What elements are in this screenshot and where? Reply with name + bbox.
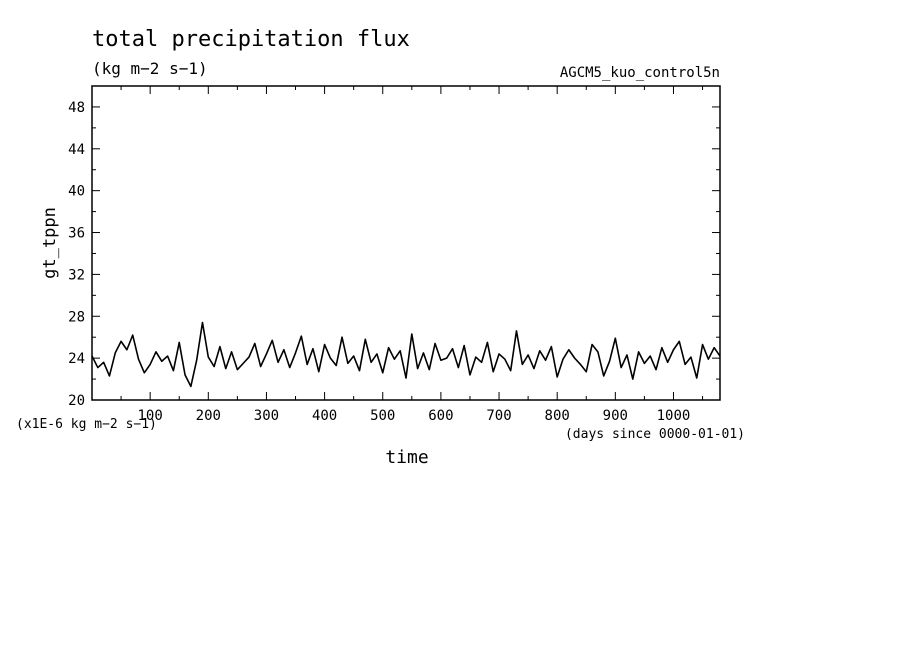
x-tick-label: 800 xyxy=(545,408,570,424)
chart-title: total precipitation flux xyxy=(92,27,410,52)
x-tick-label: 900 xyxy=(603,408,628,424)
x-tick-label: 100 xyxy=(137,408,162,424)
run-label: AGCM5_kuo_control5n xyxy=(560,65,720,81)
series-line-1 xyxy=(91,321,721,388)
y-axis: 20 24 28 32 36 40 44 48 xyxy=(68,100,720,409)
y-tick-label: 36 xyxy=(68,226,85,242)
x-tick-label: 700 xyxy=(486,408,511,424)
y-tick-label: 44 xyxy=(68,142,85,158)
x-tick-label: 300 xyxy=(254,408,279,424)
x-axis-label: time xyxy=(385,447,428,468)
y-tick-label: 32 xyxy=(68,267,85,283)
x-tick-label: 1000 xyxy=(657,408,691,424)
chart-subtitle: (kg m−2 s−1) xyxy=(92,59,208,78)
x-axis: 100 200 300 400 500 600 700 800 900 1000 xyxy=(120,86,704,424)
x-tick-label: 500 xyxy=(370,408,395,424)
x-tick-label: 400 xyxy=(312,408,337,424)
x-tick-label: 200 xyxy=(196,408,221,424)
y-axis-label: gt_tppn xyxy=(40,207,60,279)
y-scale-label: (x1E-6 kg m−2 s−1) xyxy=(16,417,157,432)
plot-frame xyxy=(91,85,721,401)
y-tick-label: 28 xyxy=(68,309,85,325)
y-tick-label: 48 xyxy=(68,100,85,116)
x-tick-label: 600 xyxy=(428,408,453,424)
y-tick-label: 24 xyxy=(68,351,85,367)
y-tick-label: 20 xyxy=(68,393,85,409)
series-layer xyxy=(91,321,721,388)
x-unit-label: (days since 0000-01-01) xyxy=(565,427,745,442)
y-tick-label: 40 xyxy=(68,184,85,200)
